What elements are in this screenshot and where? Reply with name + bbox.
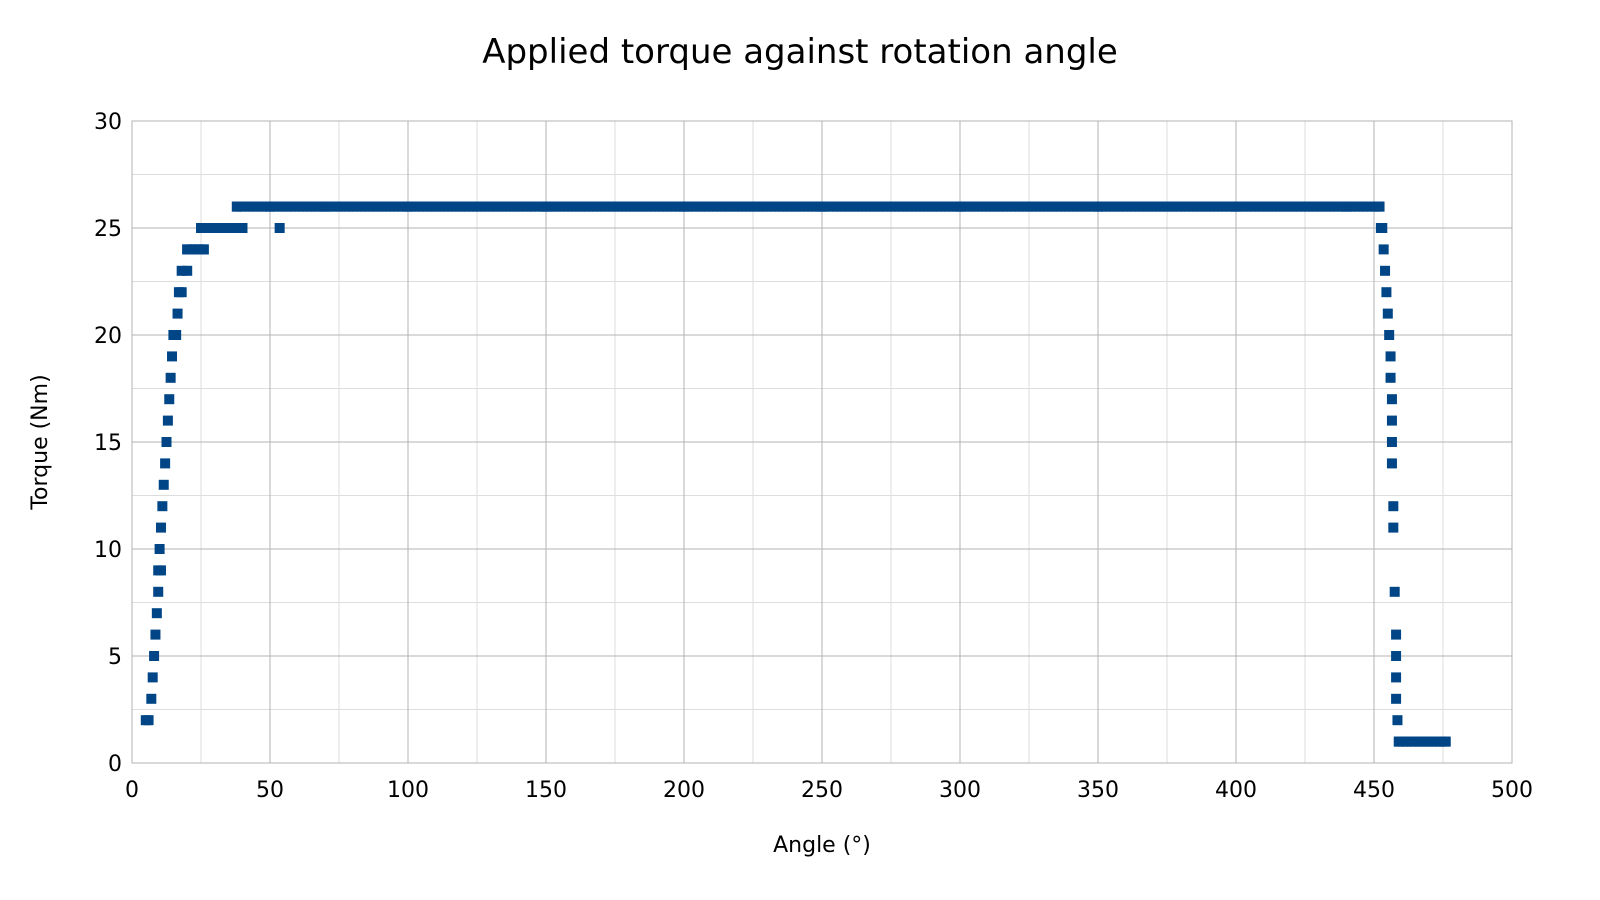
data-point [1391,651,1402,661]
data-point [1378,244,1389,255]
data-point [1386,458,1397,469]
data-point [154,544,165,554]
y-tick-label: 5 [108,645,122,670]
data-point [150,629,161,640]
data-point [1391,629,1402,640]
x-tick-label: 0 [125,778,139,803]
x-tick-label: 100 [387,778,429,803]
data-point [1382,308,1393,319]
data-point [1374,201,1385,212]
x-tick-label: 500 [1491,778,1533,803]
chart-title: Applied torque against rotation angle [482,32,1118,72]
data-point [1384,330,1395,340]
data-point [176,287,187,298]
y-tick-label: 15 [94,431,122,456]
x-tick-label: 150 [525,778,567,803]
data-point [157,501,168,512]
x-axis-label: Angle (°) [773,833,871,858]
data-point [1385,372,1396,383]
y-tick-label: 0 [108,752,122,777]
data-point [161,437,172,447]
x-tick-label: 250 [801,778,843,803]
x-tick-label: 450 [1353,778,1395,803]
data-point [153,586,164,597]
data-point [1391,693,1402,704]
data-point [167,351,178,362]
y-axis-label: Torque (Nm) [28,374,53,510]
x-tick-label: 400 [1215,778,1257,803]
x-tick-label: 50 [256,778,284,803]
y-tick-label: 25 [94,217,122,242]
data-point [1388,522,1399,533]
data-point [237,223,248,233]
data-point [149,651,160,661]
data-point [1391,672,1402,683]
data-point [172,308,183,319]
data-point [155,565,166,576]
data-point [171,330,182,340]
y-tick-label: 30 [94,110,122,135]
data-point [182,265,193,276]
data-point [1386,394,1397,405]
data-point [147,672,158,683]
data-point [164,394,175,405]
x-tick-label: 350 [1077,778,1119,803]
data-point [158,479,169,490]
data-point [146,693,157,704]
data-point [1377,223,1388,233]
data-point [151,608,162,619]
x-tick-label: 200 [663,778,705,803]
data-point [165,372,176,383]
y-tick-label: 10 [94,538,122,563]
data-point [1381,287,1392,298]
data-point [160,458,171,469]
data-point [1385,351,1396,362]
data-point [1389,586,1400,597]
data-point [1388,501,1399,512]
data-point [198,244,209,255]
data-point [162,415,173,426]
y-tick-label: 20 [94,324,122,349]
data-point [1386,437,1397,447]
x-tick-label: 300 [939,778,981,803]
data-point [1392,715,1403,726]
data-point [176,265,187,276]
data-point [1386,415,1397,426]
plot-border [131,120,1513,764]
data-point [1380,265,1391,276]
data-point [274,223,285,233]
data-point [143,715,154,726]
data-point [155,522,166,533]
data-point [1439,736,1450,747]
